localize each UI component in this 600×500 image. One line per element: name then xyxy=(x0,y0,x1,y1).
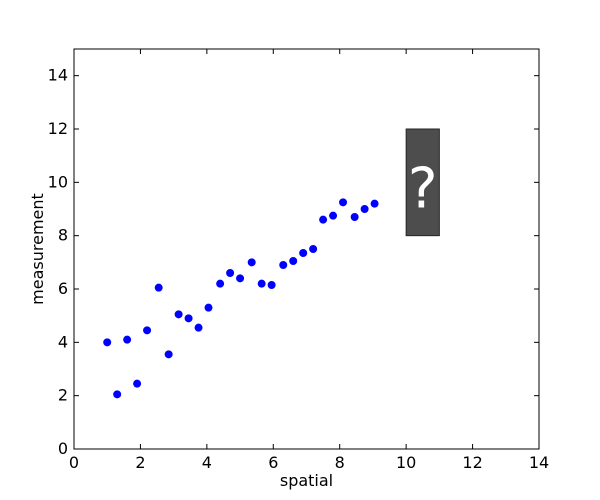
y-axis-label: measurement xyxy=(28,193,47,305)
data-point xyxy=(154,283,163,292)
y-tick-label: 10 xyxy=(48,172,68,191)
data-point xyxy=(299,249,308,257)
data-point xyxy=(339,198,348,207)
data-point xyxy=(360,205,369,213)
data-point xyxy=(194,323,203,332)
y-tick-label: 6 xyxy=(58,279,68,298)
data-point xyxy=(350,213,359,221)
data-point xyxy=(184,314,193,323)
unknown-value-box xyxy=(405,128,440,237)
data-point xyxy=(143,326,152,335)
plot-area xyxy=(73,48,540,450)
annotation-box-group: ? xyxy=(405,128,440,237)
data-point xyxy=(279,261,288,269)
x-tick-label: 12 xyxy=(462,453,482,472)
y-tick-label: 2 xyxy=(58,386,68,405)
x-tick-label: 0 xyxy=(69,453,79,472)
data-point xyxy=(319,215,328,224)
data-point xyxy=(289,257,298,265)
data-points xyxy=(103,198,379,399)
data-point xyxy=(133,379,142,388)
data-point xyxy=(164,350,173,359)
y-tick-label: 12 xyxy=(48,119,68,138)
data-point xyxy=(329,211,338,220)
question-mark-label: ? xyxy=(408,156,438,221)
x-tick-label: 10 xyxy=(396,453,416,472)
data-point xyxy=(370,199,379,208)
x-axis-label: spatial xyxy=(280,471,333,490)
x-tick-label: 4 xyxy=(202,453,212,472)
y-tick-label: 0 xyxy=(58,439,68,458)
y-tick-label: 8 xyxy=(58,226,68,245)
y-tick-label: 14 xyxy=(48,66,68,85)
data-point xyxy=(257,279,266,288)
data-point xyxy=(247,258,256,267)
x-tick-label: 6 xyxy=(268,453,278,472)
data-point xyxy=(236,274,245,283)
data-point xyxy=(216,279,225,288)
data-point xyxy=(103,338,112,347)
axis-ticks: 0 2 4 6 8 10 12 14 0 2 4 6 8 10 12 14 xyxy=(48,49,549,472)
data-point xyxy=(113,390,122,399)
data-point xyxy=(309,245,318,253)
x-tick-label: 14 xyxy=(529,453,549,472)
data-point xyxy=(226,269,235,277)
x-tick-label: 8 xyxy=(335,453,345,472)
data-point xyxy=(174,310,183,319)
data-point xyxy=(267,281,276,289)
data-point xyxy=(204,303,213,312)
x-tick-label: 2 xyxy=(135,453,145,472)
y-tick-label: 4 xyxy=(58,332,68,351)
data-point xyxy=(123,335,132,344)
